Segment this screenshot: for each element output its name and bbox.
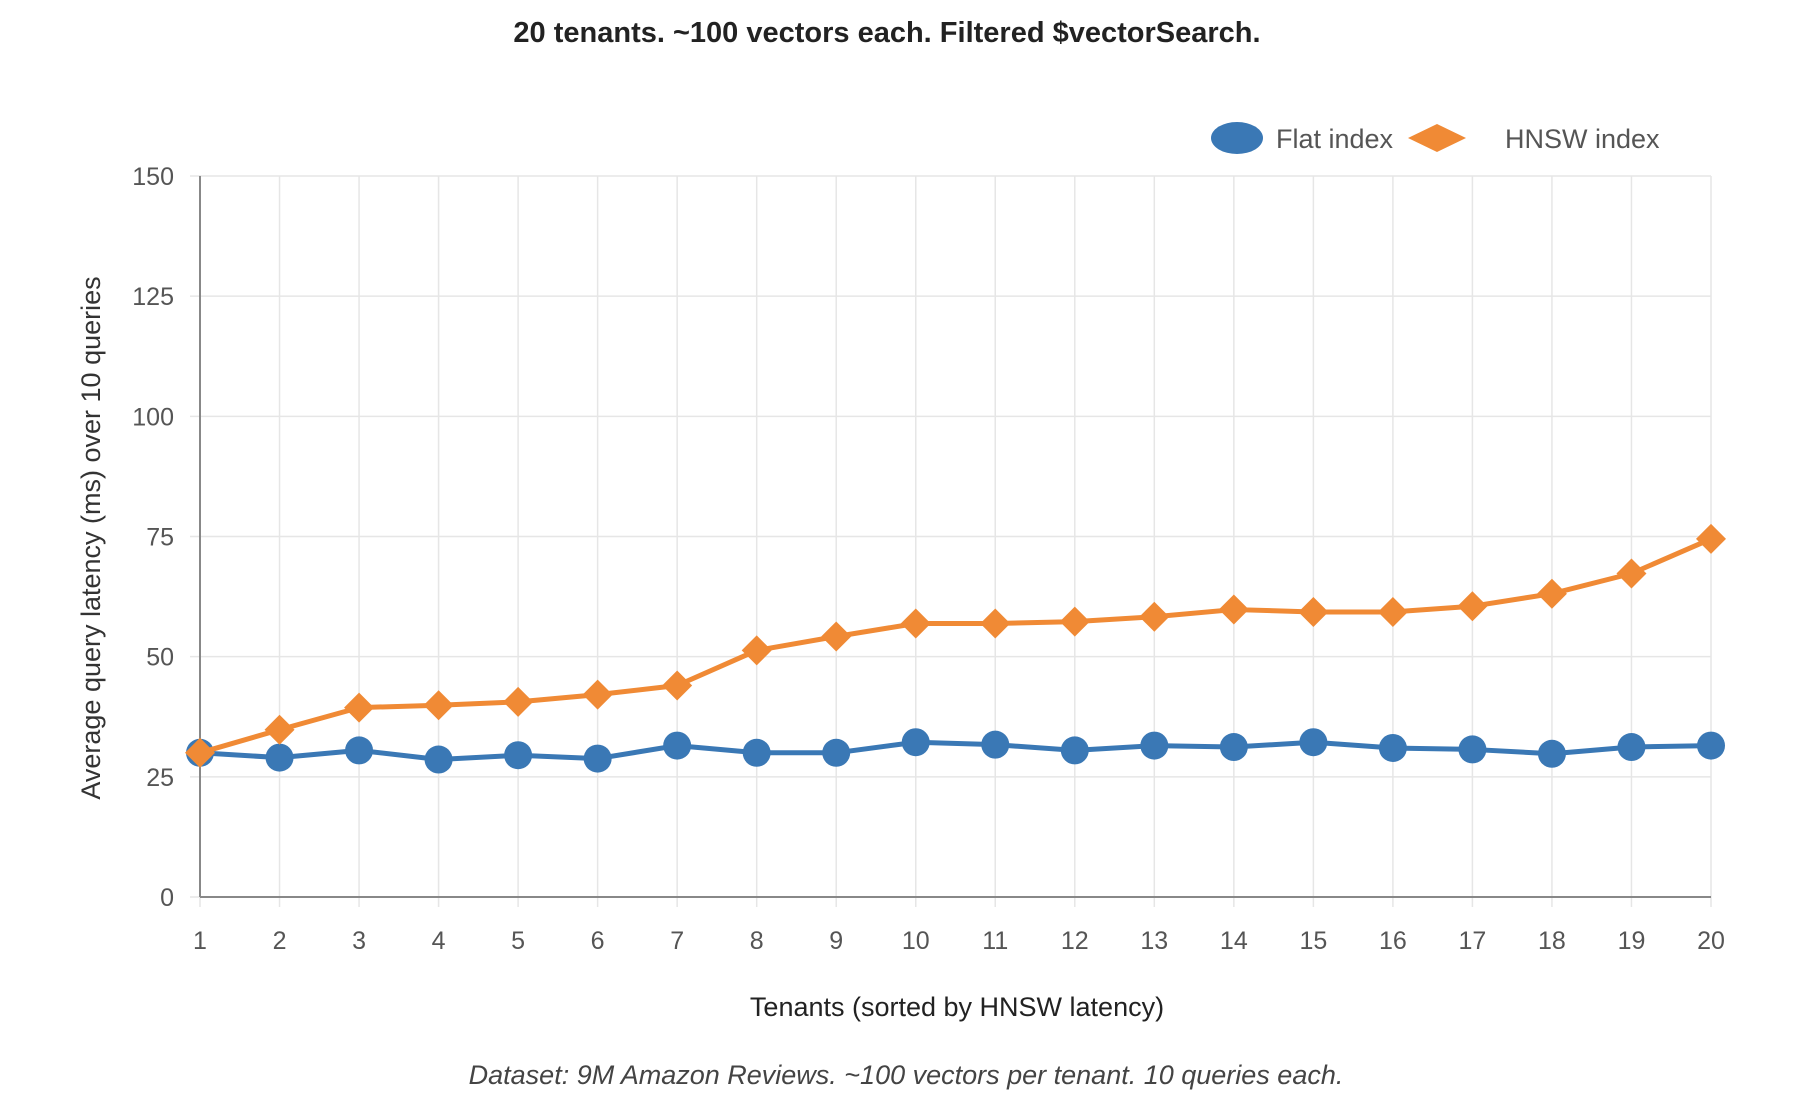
data-point — [185, 737, 215, 768]
x-tick-label: 14 — [1220, 927, 1248, 955]
legend[interactable]: Flat index HNSW index — [1211, 122, 1660, 154]
data-point — [1139, 601, 1170, 632]
x-tick-label: 20 — [1697, 927, 1725, 955]
y-tick-label: 125 — [132, 283, 174, 311]
x-tick-label: 8 — [750, 927, 764, 955]
data-point — [1537, 739, 1566, 768]
data-point — [1696, 523, 1726, 554]
data-point — [1298, 596, 1329, 627]
data-point — [980, 608, 1011, 639]
x-tick-label: 11 — [982, 927, 1008, 955]
caption: Dataset: 9M Amazon Reviews. ~100 vectors… — [469, 1060, 1344, 1090]
data-point — [1218, 594, 1249, 625]
y-tick-label: 0 — [160, 884, 174, 912]
data-point — [345, 736, 374, 765]
data-point — [583, 744, 612, 773]
y-tick-label: 150 — [132, 163, 174, 191]
data-point — [1457, 591, 1488, 622]
y-tick-label: 25 — [146, 764, 174, 792]
x-tick-label: 9 — [829, 927, 843, 955]
data-point — [1697, 731, 1725, 760]
data-point — [1378, 733, 1407, 762]
x-tick-label: 19 — [1618, 927, 1646, 955]
data-point — [424, 745, 453, 774]
data-point — [741, 635, 772, 666]
x-tick-label: 5 — [511, 927, 525, 955]
x-tick-labels: 1 2 3 4 5 6 7 8 9 10 11 12 13 14 15 16 17 18 19 20 — [193, 927, 1725, 955]
legend-hnsw-marker-icon — [1408, 124, 1466, 152]
data-point — [1377, 596, 1408, 627]
x-tick-label: 16 — [1379, 927, 1407, 955]
data-point — [742, 738, 771, 767]
data-point — [1219, 733, 1248, 762]
y-tick-label: 50 — [146, 644, 174, 672]
x-tick-label: 1 — [193, 927, 207, 955]
x-tick-label: 15 — [1299, 927, 1327, 955]
y-tick-label: 75 — [146, 524, 174, 552]
data-point — [503, 686, 534, 717]
data-point — [1458, 735, 1487, 764]
data-point — [504, 741, 533, 770]
data-point — [265, 743, 294, 772]
series-flat-index — [186, 728, 1725, 774]
series — [185, 523, 1726, 774]
y-tick-labels: 0 25 50 75 100 125 150 — [132, 163, 174, 912]
x-tick-label: 7 — [670, 927, 684, 955]
data-point — [1617, 733, 1646, 762]
data-point — [264, 714, 295, 745]
data-point — [344, 692, 375, 723]
data-point — [1059, 606, 1090, 637]
x-axis-label: Tenants (sorted by HNSW latency) — [750, 992, 1164, 1022]
series-hnsw-index — [185, 523, 1726, 768]
x-tick-label: 17 — [1459, 927, 1487, 955]
x-tick-label: 18 — [1538, 927, 1566, 955]
data-point — [981, 730, 1010, 759]
y-axis-label: Average query latency (ms) over 10 queri… — [76, 276, 106, 799]
data-point — [901, 728, 930, 757]
grid — [190, 175, 1712, 907]
data-point — [822, 738, 851, 767]
legend-flat-marker-icon — [1211, 122, 1263, 154]
legend-flat-label[interactable]: Flat index — [1276, 124, 1394, 154]
axes — [199, 176, 1711, 898]
x-tick-label: 6 — [591, 927, 605, 955]
x-tick-label: 3 — [352, 927, 366, 955]
data-point — [821, 621, 852, 652]
data-point — [663, 731, 692, 760]
x-tick-label: 4 — [432, 927, 446, 955]
y-tick-label: 100 — [132, 403, 174, 431]
data-point — [662, 670, 693, 701]
x-tick-label: 12 — [1061, 927, 1089, 955]
data-point — [1536, 578, 1567, 609]
data-point — [582, 679, 613, 710]
data-point — [1299, 728, 1328, 757]
x-tick-label: 2 — [273, 927, 287, 955]
legend-hnsw-label[interactable]: HNSW index — [1505, 124, 1660, 154]
data-point — [1060, 736, 1089, 765]
data-point — [900, 608, 931, 639]
x-tick-label: 10 — [902, 927, 930, 955]
data-point — [1616, 558, 1647, 589]
chart-title: 20 tenants. ~100 vectors each. Filtered … — [513, 17, 1260, 49]
data-point — [1140, 731, 1169, 760]
data-point — [423, 690, 454, 721]
series-line — [199, 536, 1712, 756]
x-tick-label: 13 — [1140, 927, 1168, 955]
